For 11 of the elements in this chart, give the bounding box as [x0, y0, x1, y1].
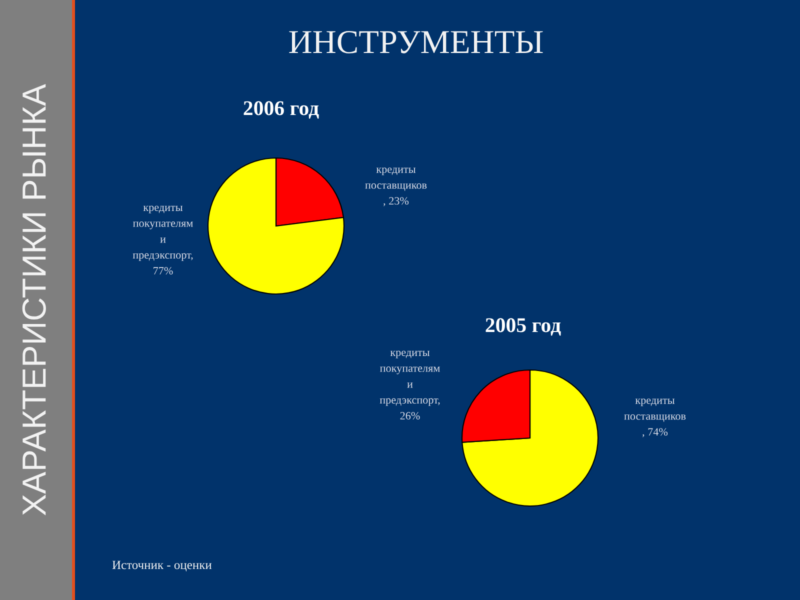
slice-label: кредиты покупателям и предэкспорт, 77%: [132, 206, 193, 275]
chart-title: 2006 год: [244, 101, 319, 119]
pie-slice: [207, 157, 345, 295]
text: Источник - оценки: [112, 560, 212, 572]
pie-slice: [462, 369, 599, 507]
slice-label: кредиты поставщиков , 23%: [365, 168, 427, 206]
slice-label: кредиты поставщиков , 74%: [624, 398, 686, 438]
slice-label: кредиты покупателям и предэкспорт, 26%: [380, 350, 440, 420]
text: ХАРАКТЕРИСТИКИ РЫНКА: [22, 84, 46, 516]
chart-title: 2005 год: [486, 318, 561, 336]
text: ИНСТРУМЕНТЫ: [289, 30, 543, 54]
